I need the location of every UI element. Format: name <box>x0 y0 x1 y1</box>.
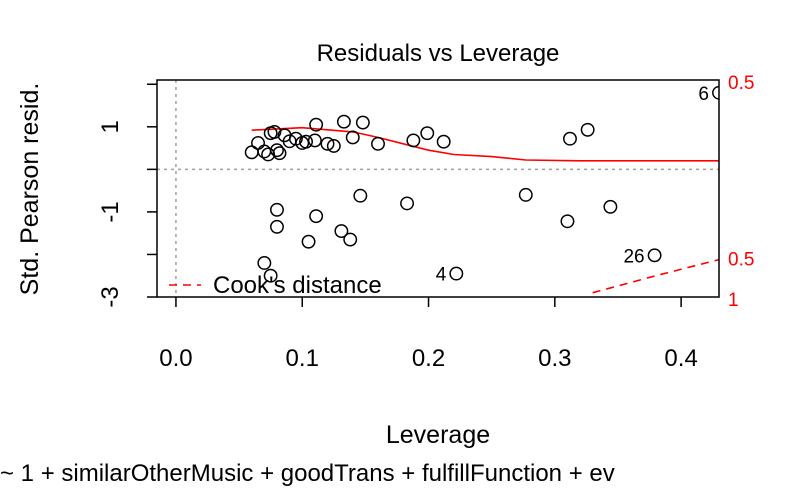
data-point <box>420 126 435 141</box>
cooks-distance-contour-upper-0.5 <box>687 72 719 80</box>
cooks-contour-label: 0.5 <box>728 250 754 271</box>
data-point <box>251 136 265 150</box>
point-label: 26 <box>623 246 644 267</box>
data-point <box>449 266 464 281</box>
data-point <box>406 133 421 148</box>
data-point <box>244 145 259 160</box>
cooks-distance-contour-lower-1 <box>694 298 719 301</box>
point-label: 6 <box>698 84 709 105</box>
data-point <box>257 144 272 159</box>
point-label: 4 <box>436 265 447 286</box>
data-point <box>563 131 577 146</box>
y-tick-label: 1 <box>97 120 124 133</box>
data-point <box>580 122 595 137</box>
x-tick-label: 0.1 <box>286 345 319 372</box>
data-point <box>299 134 313 149</box>
data-point <box>267 124 282 139</box>
data-point <box>355 115 370 130</box>
smoother-line <box>251 126 719 162</box>
data-point <box>261 147 276 162</box>
data-point <box>270 219 284 234</box>
chart-title: Residuals vs Leverage <box>317 40 560 67</box>
data-point <box>345 130 360 145</box>
data-point <box>320 136 335 151</box>
data-point <box>263 268 278 283</box>
data-point <box>436 134 451 149</box>
y-tick-label: -3 <box>97 286 124 307</box>
y-axis-label: Std. Pearson resid. <box>16 83 44 296</box>
cooks-contour-label: 1 <box>728 290 739 311</box>
x-tick-label: 0.3 <box>538 345 571 372</box>
x-tick-label: 0.0 <box>159 345 192 372</box>
x-tick-label: 0.4 <box>664 345 697 372</box>
data-point <box>343 232 358 247</box>
data-point <box>309 117 324 132</box>
data-point <box>307 133 322 148</box>
data-point <box>371 136 385 151</box>
cooks-distance-contour-lower-0.5 <box>592 258 719 294</box>
data-point <box>301 234 316 249</box>
plot-contents: 6 26 4 <box>157 72 719 301</box>
plot-frame <box>156 79 720 298</box>
x-axis-label: Leverage <box>386 421 490 449</box>
data-point <box>560 214 575 229</box>
data-point <box>272 146 287 161</box>
plot-area: 6 26 4 <box>157 72 719 301</box>
data-point <box>257 256 272 270</box>
data-point <box>326 139 341 153</box>
model-formula-subtitle: ~ 1 + similarOtherMusic + goodTrans + fu… <box>0 460 615 487</box>
data-point <box>334 224 349 238</box>
data-point <box>518 187 533 202</box>
y-tick-label: -1 <box>97 201 124 222</box>
legend-label: Cook's distance <box>213 272 382 299</box>
data-point <box>647 248 662 263</box>
data-point <box>603 199 618 214</box>
data-point <box>400 196 415 211</box>
data-point <box>309 209 324 224</box>
data-point <box>270 202 284 217</box>
x-tick-label: 0.2 <box>412 345 445 372</box>
cooks-contour-label: 0.5 <box>728 73 754 94</box>
data-point <box>336 114 351 129</box>
data-point <box>353 188 368 203</box>
